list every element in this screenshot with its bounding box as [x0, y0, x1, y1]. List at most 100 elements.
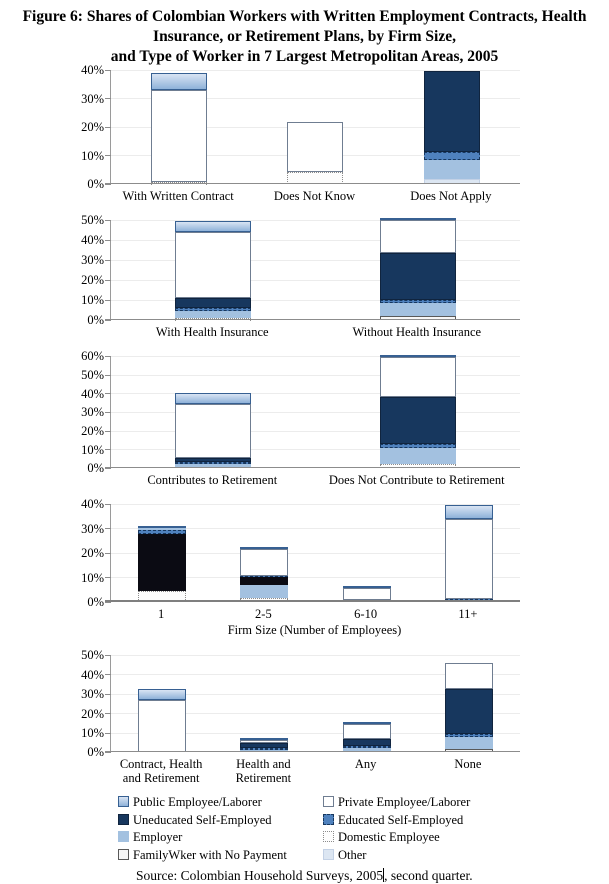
stacked-bar	[175, 356, 252, 469]
legend-label: Domestic Employee	[338, 830, 440, 845]
y-tick-label: 40%	[81, 63, 104, 78]
legend-label: Educated Self-Employed	[338, 812, 464, 827]
bar-segment-employer	[175, 311, 252, 319]
stacked-bar	[151, 70, 208, 185]
bar-slot	[111, 70, 247, 185]
bar-segment-public	[138, 525, 187, 528]
bar-segment-uneducated	[138, 533, 187, 592]
legend-swatch-employer	[118, 831, 129, 843]
y-tick-label: 30%	[81, 253, 104, 268]
bar-segment-employer	[423, 160, 480, 179]
gridline	[111, 219, 520, 221]
bar-segment-educated	[379, 444, 456, 448]
category-label: None	[454, 757, 482, 772]
y-tick-mark	[105, 219, 111, 221]
y-axis: 0% 10% 20% 30% 40% 50%	[64, 648, 110, 759]
legend-item-public: Public Employee/Laborer	[118, 795, 323, 809]
chart-panel-2: 0% 10% 20% 30% 40% 50% With Health Insurance Wi…	[64, 213, 609, 339]
legend-item-other: Other	[323, 848, 538, 862]
y-tick-label: 10%	[81, 293, 104, 308]
x-axis-line	[105, 751, 520, 753]
bar-segment-educated	[175, 308, 252, 312]
y-tick-label: 10%	[81, 148, 104, 163]
y-tick-mark	[105, 183, 111, 185]
x-axis-line	[105, 467, 520, 469]
bar-segment-employer	[138, 527, 187, 531]
chart-row: 0% 10% 20% 30% 40% 50%	[64, 648, 609, 759]
gridline	[111, 732, 520, 734]
legend-label: Uneducated Self-Employed	[133, 812, 272, 827]
bar-slot	[316, 355, 521, 469]
bar-segment-uneducated	[379, 253, 456, 301]
bar-segment-educated	[444, 734, 493, 737]
gridline	[111, 259, 520, 261]
chart-panel-3: 0% 10% 20% 30% 40% 50% 60% Contributes to Retir…	[64, 349, 609, 488]
bars-container	[111, 355, 521, 469]
y-tick-mark	[105, 279, 111, 281]
bar-segment-uneducated	[444, 689, 493, 735]
stacked-bar	[423, 70, 480, 185]
bar-segment-public	[379, 218, 456, 221]
plot-area	[105, 218, 520, 321]
y-tick-mark	[105, 69, 111, 71]
y-tick-mark	[105, 393, 111, 395]
bar-segment-educated	[342, 745, 391, 748]
bar-segment-private	[240, 548, 289, 576]
bar-segment-uneducated	[240, 576, 289, 586]
y-tick-label: 0%	[87, 745, 104, 760]
legend-swatch-educated	[323, 813, 334, 825]
bar-segment-private	[151, 90, 208, 182]
plot-area	[105, 654, 520, 753]
category-label: Contributes to Retirement	[147, 473, 278, 488]
legend-item-domestic: Domestic Employee	[323, 830, 538, 844]
y-tick-mark	[105, 552, 111, 554]
y-tick-mark	[105, 259, 111, 261]
y-tick-label: 40%	[81, 667, 104, 682]
y-tick-mark	[105, 713, 111, 715]
bar-slot	[111, 655, 213, 753]
legend-label: Other	[338, 847, 367, 862]
y-tick-label: 20%	[81, 706, 104, 721]
bar-slot	[316, 655, 418, 753]
bar-slot	[316, 504, 418, 603]
legend-item-employer: Employer	[118, 830, 323, 844]
bars-container	[111, 70, 520, 185]
y-tick-mark	[105, 98, 111, 100]
gridline	[111, 674, 520, 676]
bar-segment-private	[175, 232, 252, 299]
bar-segment-employer	[444, 736, 493, 749]
legend-swatch-other	[323, 848, 334, 860]
bar-segment-uneducated	[175, 458, 252, 462]
y-tick-mark	[105, 654, 111, 656]
gridline	[111, 430, 520, 432]
bar-segment-public	[379, 355, 456, 358]
category-labels: With Health Insurance Without Health Insu…	[110, 320, 519, 339]
bar-segment-private	[379, 357, 456, 397]
legend-label: Public Employee/Laborer	[133, 795, 262, 810]
y-tick-label: 20%	[81, 273, 104, 288]
bar-slot	[111, 220, 316, 321]
chart-row: 0% 10% 20% 30% 40% 50% 60%	[64, 349, 609, 475]
y-tick-label: 50%	[81, 368, 104, 383]
y-tick-label: 20%	[81, 120, 104, 135]
chart-panel-5: 0% 10% 20% 30% 40% 50% Contract, Health and Re…	[64, 648, 609, 786]
x-axis-line	[105, 319, 520, 321]
bar-segment-public	[175, 221, 252, 233]
bar-segment-educated	[138, 530, 187, 534]
stacked-bar	[342, 504, 391, 603]
category-label: Contract, Health and Retirement	[119, 757, 203, 786]
source-note: Source: Colombian Household Surveys, 200…	[136, 867, 609, 884]
category-label: With Written Contract	[122, 189, 234, 204]
y-tick-label: 10%	[81, 570, 104, 585]
bar-segment-educated	[423, 151, 480, 161]
stacked-bar	[240, 504, 289, 603]
gridline	[111, 355, 520, 357]
category-label: Does Not Know	[273, 189, 356, 204]
y-tick-label: 40%	[81, 233, 104, 248]
legend-swatch-private	[323, 796, 334, 808]
figure-title: Figure 6: Shares of Colombian Workers wi…	[0, 0, 609, 66]
y-tick-label: 30%	[81, 521, 104, 536]
y-tick-mark	[105, 601, 111, 603]
bar-slot	[111, 356, 316, 469]
